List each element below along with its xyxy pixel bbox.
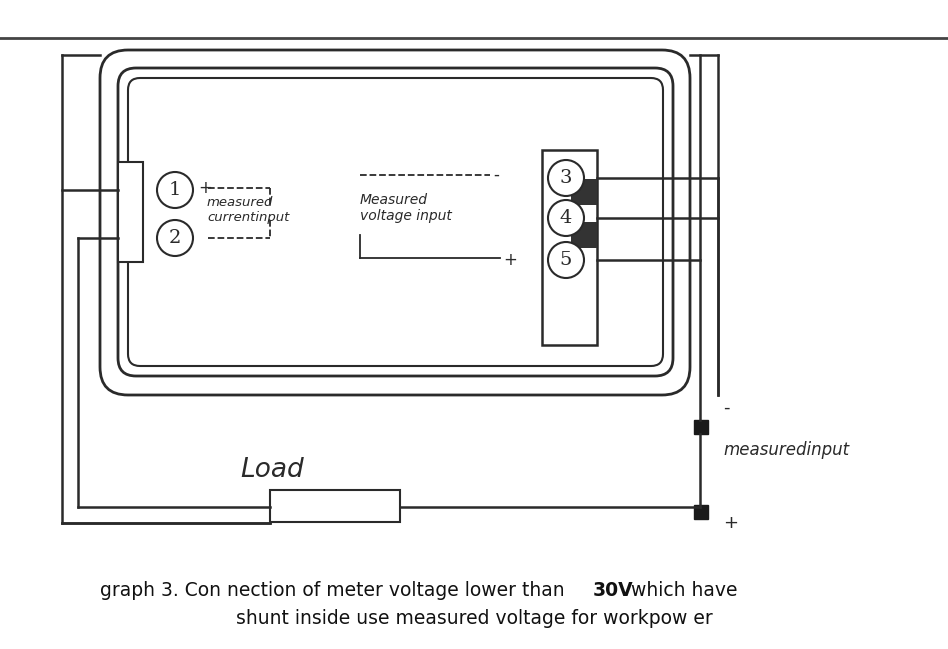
Bar: [270, 490, 400, 522]
Text: Measured: Measured: [360, 193, 428, 207]
FancyBboxPatch shape: [118, 68, 673, 376]
FancyBboxPatch shape: [100, 50, 690, 395]
Text: measuredinput: measuredinput: [723, 441, 849, 459]
Bar: [118, 162, 143, 262]
Bar: [571, 179, 597, 205]
Text: 30V: 30V: [593, 580, 633, 600]
Text: +: +: [503, 251, 517, 269]
Text: +: +: [198, 179, 211, 197]
Text: voltage input: voltage input: [360, 209, 452, 223]
Text: -: -: [493, 166, 499, 184]
Circle shape: [548, 200, 584, 236]
Text: +: +: [723, 514, 738, 532]
Circle shape: [548, 160, 584, 196]
Circle shape: [157, 172, 193, 208]
Circle shape: [157, 220, 193, 256]
Bar: [694, 505, 708, 519]
Bar: [571, 222, 597, 248]
Text: 1: 1: [169, 181, 181, 199]
Text: 5: 5: [560, 251, 573, 269]
Bar: [694, 420, 708, 434]
Text: measured: measured: [207, 197, 273, 210]
Text: shunt inside use measured voltage for workpow er: shunt inside use measured voltage for wo…: [236, 609, 712, 628]
Bar: [542, 150, 597, 345]
Text: currentinput: currentinput: [207, 212, 289, 225]
Text: 2: 2: [169, 229, 181, 247]
FancyBboxPatch shape: [128, 78, 663, 366]
Text: graph 3. Con nection of meter voltage lower than: graph 3. Con nection of meter voltage lo…: [100, 580, 571, 600]
Text: which have: which have: [625, 580, 738, 600]
Text: -: -: [723, 399, 730, 417]
Text: 3: 3: [559, 169, 573, 187]
Text: Load: Load: [240, 457, 303, 483]
Circle shape: [548, 242, 584, 278]
Text: 4: 4: [560, 209, 573, 227]
